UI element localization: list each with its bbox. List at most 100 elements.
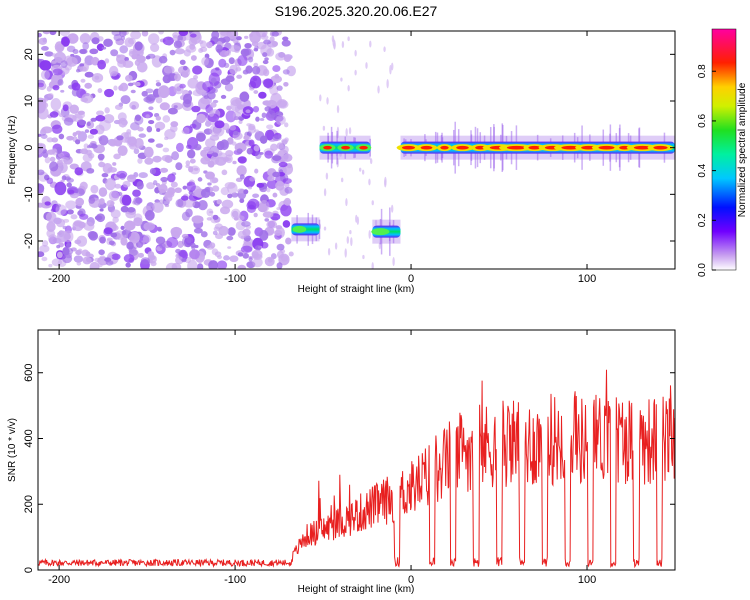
noise-blob — [40, 133, 48, 139]
noise-blob — [155, 236, 166, 245]
segment-peak — [401, 145, 416, 150]
noise-blob — [237, 252, 244, 257]
noise-blob — [252, 65, 261, 75]
noise-blob — [227, 137, 234, 145]
noise-blob — [247, 56, 254, 63]
noise-blob — [116, 54, 121, 58]
colorbar-tick-label: 0.0 — [697, 263, 708, 277]
noise-blob — [260, 241, 269, 249]
noise-blob — [51, 148, 58, 153]
noise-blob — [123, 254, 135, 263]
snr-frame — [37, 329, 676, 571]
noise-blob — [207, 160, 215, 168]
noise-blob — [111, 253, 121, 260]
noise-blob — [228, 57, 235, 65]
noise-blob — [158, 55, 168, 64]
noise-blob — [175, 162, 183, 171]
noise-blob — [269, 36, 275, 43]
noise-blob — [264, 57, 269, 61]
noise-blob — [162, 147, 170, 153]
noise-blob — [145, 114, 150, 119]
fleck — [371, 200, 374, 206]
noise-blob — [247, 198, 260, 210]
fleck — [354, 69, 357, 76]
noise-blob — [141, 31, 149, 37]
noise-blob — [98, 120, 111, 132]
noise-blob — [49, 111, 59, 118]
segment-peak — [359, 145, 368, 150]
noise-blob — [82, 136, 87, 140]
fleck — [368, 230, 371, 239]
noise-blob — [193, 143, 202, 151]
noise-blob — [79, 49, 87, 54]
noise-blob — [63, 117, 74, 126]
y-tick-label: -10 — [23, 186, 35, 202]
noise-blob — [89, 48, 99, 55]
noise-blob — [204, 138, 216, 148]
noise-blob — [113, 153, 121, 160]
noise-blob — [129, 101, 140, 110]
fleck — [347, 36, 350, 42]
noise-blob — [38, 183, 45, 194]
noise-blob — [166, 237, 179, 248]
fleck — [371, 262, 374, 269]
noise-blob — [124, 56, 129, 62]
noise-blob — [185, 44, 197, 53]
noise-blob — [60, 179, 65, 183]
noise-blob — [170, 226, 183, 237]
y-tick-label: -20 — [23, 233, 35, 249]
noise-blob — [247, 186, 253, 190]
noise-blob — [249, 86, 255, 91]
noise-blob — [185, 208, 193, 218]
noise-blob — [179, 83, 186, 89]
noise-blob — [248, 125, 256, 134]
noise-blob — [252, 193, 260, 198]
noise-blob — [42, 151, 49, 158]
noise-blob — [218, 225, 229, 236]
noise-blob — [79, 213, 89, 220]
noise-blob — [248, 139, 255, 147]
noise-blob — [278, 161, 288, 168]
noise-blob — [104, 177, 116, 191]
noise-blob — [171, 151, 180, 161]
y-tick-label: 0 — [23, 145, 35, 151]
noise-blob — [227, 227, 236, 236]
noise-blob — [138, 172, 148, 179]
noise-blob — [174, 48, 185, 55]
noise-blob — [55, 218, 66, 228]
noise-blob — [284, 186, 293, 194]
spectrogram-y-label: Frequency (Hz) — [7, 116, 18, 185]
noise-blob — [54, 181, 67, 196]
colorbar-ticks: 0.0 0.2 0.4 0.6 0.8 — [697, 64, 716, 277]
noise-blob — [87, 230, 97, 239]
y-tick-label: 20 — [23, 48, 35, 60]
noise-blob — [96, 110, 104, 116]
noise-blob — [245, 65, 253, 74]
noise-blob — [120, 237, 128, 246]
noise-blob — [84, 82, 93, 89]
noise-blob — [254, 245, 262, 251]
noise-blob — [235, 36, 242, 41]
noise-blob — [38, 32, 42, 38]
noise-blob — [128, 50, 138, 58]
noise-blob — [134, 115, 144, 125]
noise-blob — [245, 109, 251, 114]
noise-blob — [40, 70, 50, 80]
noise-blob — [196, 113, 207, 124]
noise-blob — [256, 182, 265, 188]
fleck — [361, 169, 365, 175]
noise-blob — [237, 54, 248, 67]
snr-x-label: Height of straight line (km) — [298, 584, 415, 595]
noise-blob — [187, 259, 198, 269]
noise-blob — [153, 180, 158, 186]
noise-blob — [73, 255, 84, 263]
noise-blob — [57, 79, 64, 86]
noise-blob — [104, 257, 112, 262]
noise-blob — [210, 102, 217, 108]
noise-blob — [133, 148, 140, 155]
noise-blob — [104, 88, 115, 98]
noise-blob — [246, 123, 252, 127]
noise-blob — [125, 74, 133, 82]
segment-peak — [456, 145, 469, 150]
